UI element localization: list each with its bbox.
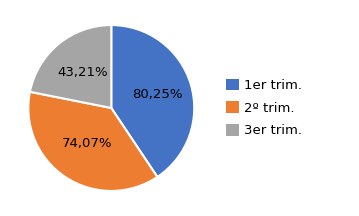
Text: 43,21%: 43,21% bbox=[57, 66, 108, 79]
Text: 74,07%: 74,07% bbox=[62, 137, 113, 150]
Wedge shape bbox=[30, 25, 111, 108]
Wedge shape bbox=[111, 25, 194, 177]
Text: 80,25%: 80,25% bbox=[132, 87, 183, 100]
Legend: 1er trim., 2º trim., 3er trim.: 1er trim., 2º trim., 3er trim. bbox=[226, 79, 302, 137]
Wedge shape bbox=[28, 92, 157, 191]
